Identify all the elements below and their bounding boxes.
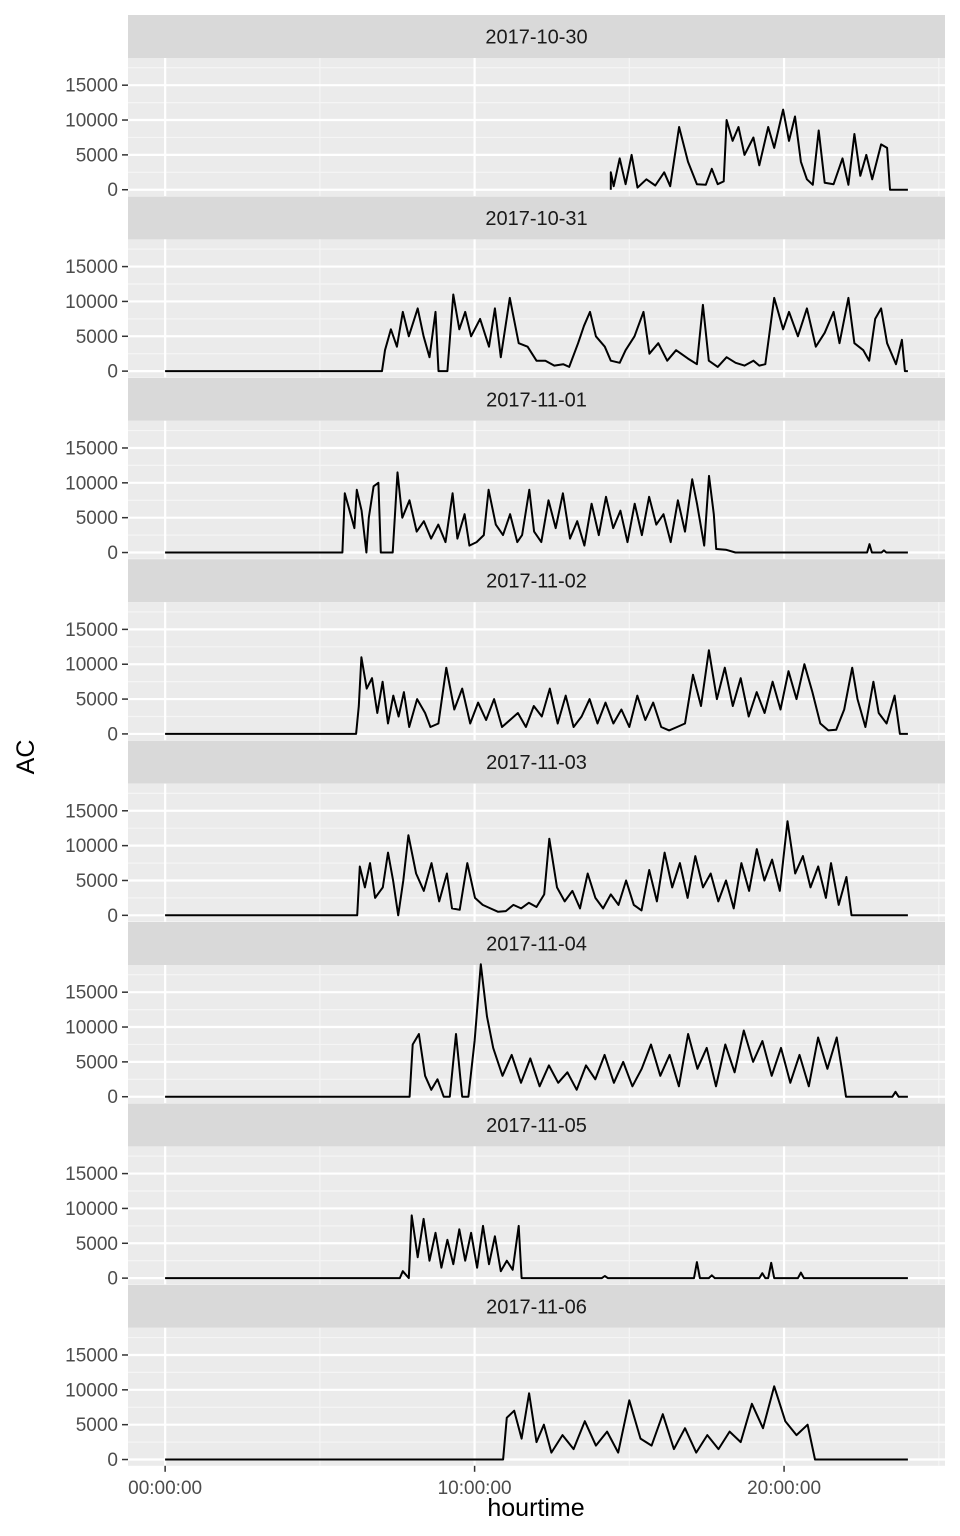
facet-strip-label: 2017-11-03: [486, 752, 587, 774]
panel-background: [128, 783, 945, 922]
facet-strip: [128, 1103, 945, 1147]
facet-strip-label: 2017-11-05: [486, 1115, 587, 1137]
y-tick-label: 15000: [65, 1164, 118, 1185]
y-tick-label: 10000: [65, 473, 118, 494]
facet-strip-label: 2017-11-01: [486, 389, 587, 411]
series-line: [165, 649, 908, 735]
x-tick-label: 10:00:00: [438, 1478, 512, 1499]
series-line: [165, 963, 908, 1098]
y-tick-label: 5000: [76, 145, 118, 166]
facet-strip: [128, 196, 945, 240]
y-tick-label: 15000: [65, 1345, 118, 1366]
y-tick-label: 5000: [76, 1415, 118, 1436]
y-tick-label: 0: [107, 1087, 118, 1108]
panel-background: [128, 239, 945, 378]
y-tick-label: 0: [107, 724, 118, 745]
y-tick-label: 0: [107, 1450, 118, 1471]
y-axis-title: AC: [12, 740, 40, 775]
facet-strip-label: 2017-10-31: [485, 208, 587, 230]
y-tick-label: 10000: [65, 1380, 118, 1401]
y-tick-label: 5000: [76, 1234, 118, 1255]
y-tick-label: 5000: [76, 690, 118, 711]
y-tick-label: 5000: [76, 327, 118, 348]
y-tick-label: 0: [107, 906, 118, 927]
facet-strip-label: 2017-10-30: [485, 27, 587, 49]
y-tick-label: 10000: [65, 111, 118, 132]
y-tick-label: 0: [107, 543, 118, 564]
y-tick-label: 0: [107, 1269, 118, 1290]
series-line: [165, 293, 908, 373]
facet-strip: [128, 559, 945, 603]
series-line: [609, 108, 908, 191]
panel-background: [128, 602, 945, 741]
panel-background: [128, 965, 945, 1103]
facet-strip: [128, 377, 945, 421]
x-tick-label: 20:00:00: [747, 1478, 821, 1499]
facet-strip: [128, 15, 945, 58]
y-tick-label: 15000: [65, 983, 118, 1004]
panel-background: [128, 1146, 945, 1285]
series-line: [165, 820, 908, 917]
y-tick-label: 5000: [76, 1052, 118, 1073]
y-tick-label: 5000: [76, 871, 118, 892]
facet-strip: [128, 922, 945, 965]
facet-strip-label: 2017-11-06: [486, 1296, 587, 1318]
y-tick-label: 10000: [65, 836, 118, 857]
panel-background: [128, 420, 945, 559]
y-tick-label: 0: [107, 180, 118, 201]
facet-strip-label: 2017-11-04: [486, 934, 587, 956]
y-tick-label: 5000: [76, 508, 118, 529]
y-tick-label: 0: [107, 362, 118, 383]
facet-strip-label: 2017-11-02: [486, 571, 587, 593]
series-line: [165, 1214, 908, 1280]
y-tick-label: 10000: [65, 655, 118, 676]
series-line: [165, 1385, 908, 1461]
y-tick-label: 10000: [65, 1018, 118, 1039]
y-tick-label: 15000: [65, 801, 118, 822]
x-axis-title: hourtime: [487, 1494, 584, 1522]
y-tick-label: 10000: [65, 292, 118, 313]
facet-strip: [128, 1284, 945, 1328]
panel-background: [128, 1327, 945, 1466]
x-tick-label: 00:00:00: [128, 1478, 202, 1499]
y-tick-label: 15000: [65, 76, 118, 97]
facet-strip: [128, 740, 945, 784]
y-tick-label: 15000: [65, 438, 118, 459]
panel-background: [128, 58, 945, 196]
y-tick-label: 15000: [65, 257, 118, 278]
y-tick-label: 15000: [65, 620, 118, 641]
y-tick-label: 10000: [65, 1199, 118, 1220]
series-line: [165, 471, 908, 554]
